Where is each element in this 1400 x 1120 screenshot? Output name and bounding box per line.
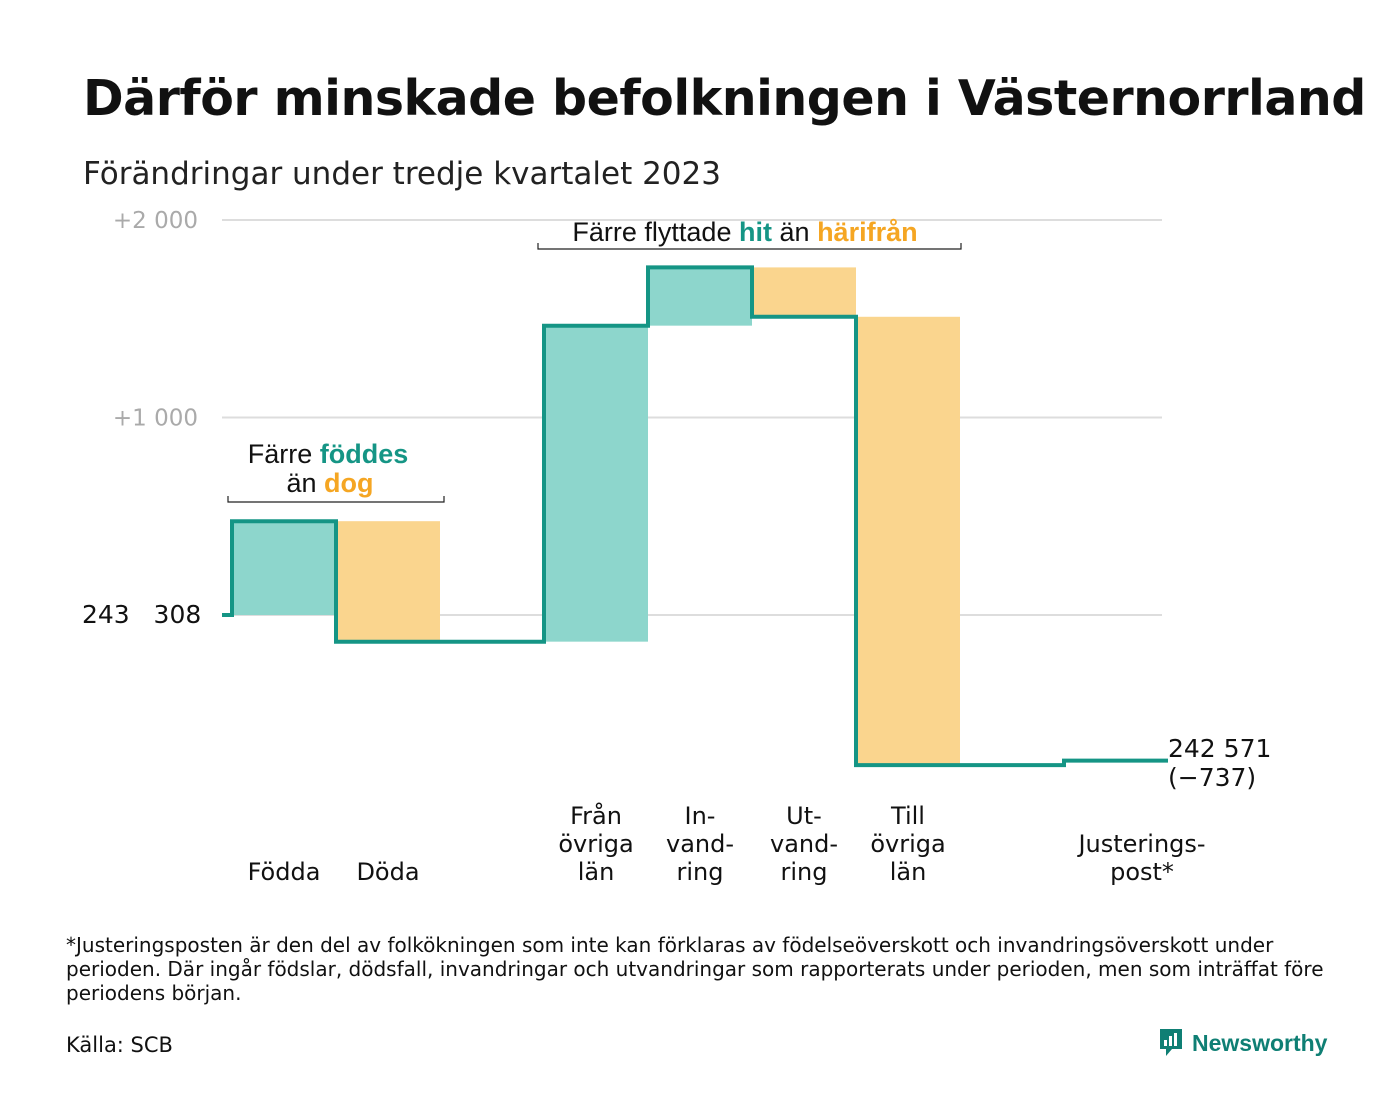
waterfall-chart: +1 000+2 000 Födda DödaFrånövrigalänIn-va… (82, 208, 1271, 886)
annotation-mig-em1: hit (739, 217, 772, 247)
y-tick-label: +2 000 (113, 208, 198, 234)
category-label: övriga (558, 830, 633, 858)
svg-text:Färre föddes: Färre föddes (248, 439, 409, 469)
newsworthy-logo-icon (1160, 1029, 1182, 1056)
logo-text: Newsworthy (1192, 1029, 1328, 1056)
running-total-line (222, 265, 1168, 768)
end-value-label: 242 571 (1168, 734, 1271, 763)
annotation-bd-prefix1: Färre (248, 439, 313, 469)
end-change-label: (−737) (1168, 763, 1256, 792)
waterfall-bar (544, 325, 648, 642)
annotation-mig-bracket (537, 243, 962, 250)
y-tick-label: +1 000 (113, 406, 198, 432)
svg-text:än dog: än dog (286, 468, 373, 498)
annotation-mig-em2: härifrån (817, 217, 918, 247)
waterfall-bar (752, 267, 856, 317)
bars (232, 267, 960, 766)
category-label: Från (570, 801, 622, 830)
category-label: län (578, 858, 615, 886)
chart-subtitle: Förändringar under tredje kvartalet 2023 (83, 156, 721, 192)
category-label: övriga (870, 830, 945, 858)
start-value-label: 243 308 (82, 600, 201, 629)
category-label: Döda (356, 858, 419, 886)
annotation-migration: Färre flyttade hit än härifrån (537, 217, 962, 250)
annotation-birth-death: Färre föddes än dog (227, 439, 445, 503)
waterfall-bar (232, 521, 336, 615)
annotation-mig-prefix: Färre flyttade (572, 217, 731, 247)
y-axis-ticks: +1 000 +2 000 (113, 208, 198, 432)
category-label: vand- (770, 830, 838, 858)
category-label: ring (781, 858, 828, 886)
category-label: Födda (248, 858, 321, 886)
category-label: län (890, 858, 927, 886)
running-total-path (222, 265, 1168, 768)
source-label: Källa: SCB (66, 1033, 173, 1057)
waterfall-bar (648, 267, 752, 326)
annotation-mig-middle: än (780, 217, 810, 247)
category-label: vand- (666, 830, 734, 858)
svg-text:Färre flyttade hit: Färre flyttade hit än härifrån (572, 217, 917, 247)
category-label: Ut- (786, 802, 822, 830)
category-label: ring (677, 858, 724, 886)
annotation-bd-em1: föddes (320, 439, 409, 469)
category-labels: Födda DödaFrånövrigalänIn-vand-ringUt-van… (248, 801, 1206, 886)
category-label: In- (685, 802, 716, 830)
footnote: *Justeringsposten är den del av folkökni… (66, 933, 1324, 1005)
category-label: Till (890, 802, 925, 830)
category-label: Justerings- (1076, 830, 1205, 858)
waterfall-bar (336, 521, 440, 642)
category-label: post* (1110, 858, 1174, 886)
chart-title: Därför minskade befolkningen i Västernor… (83, 70, 1366, 127)
waterfall-bar (856, 316, 960, 766)
annotation-bd-bracket (227, 496, 445, 503)
annotation-bd-prefix2: än (286, 468, 316, 498)
annotation-bd-em2: dog (324, 468, 373, 498)
newsworthy-logo[interactable]: Newsworthy (1158, 1027, 1327, 1059)
